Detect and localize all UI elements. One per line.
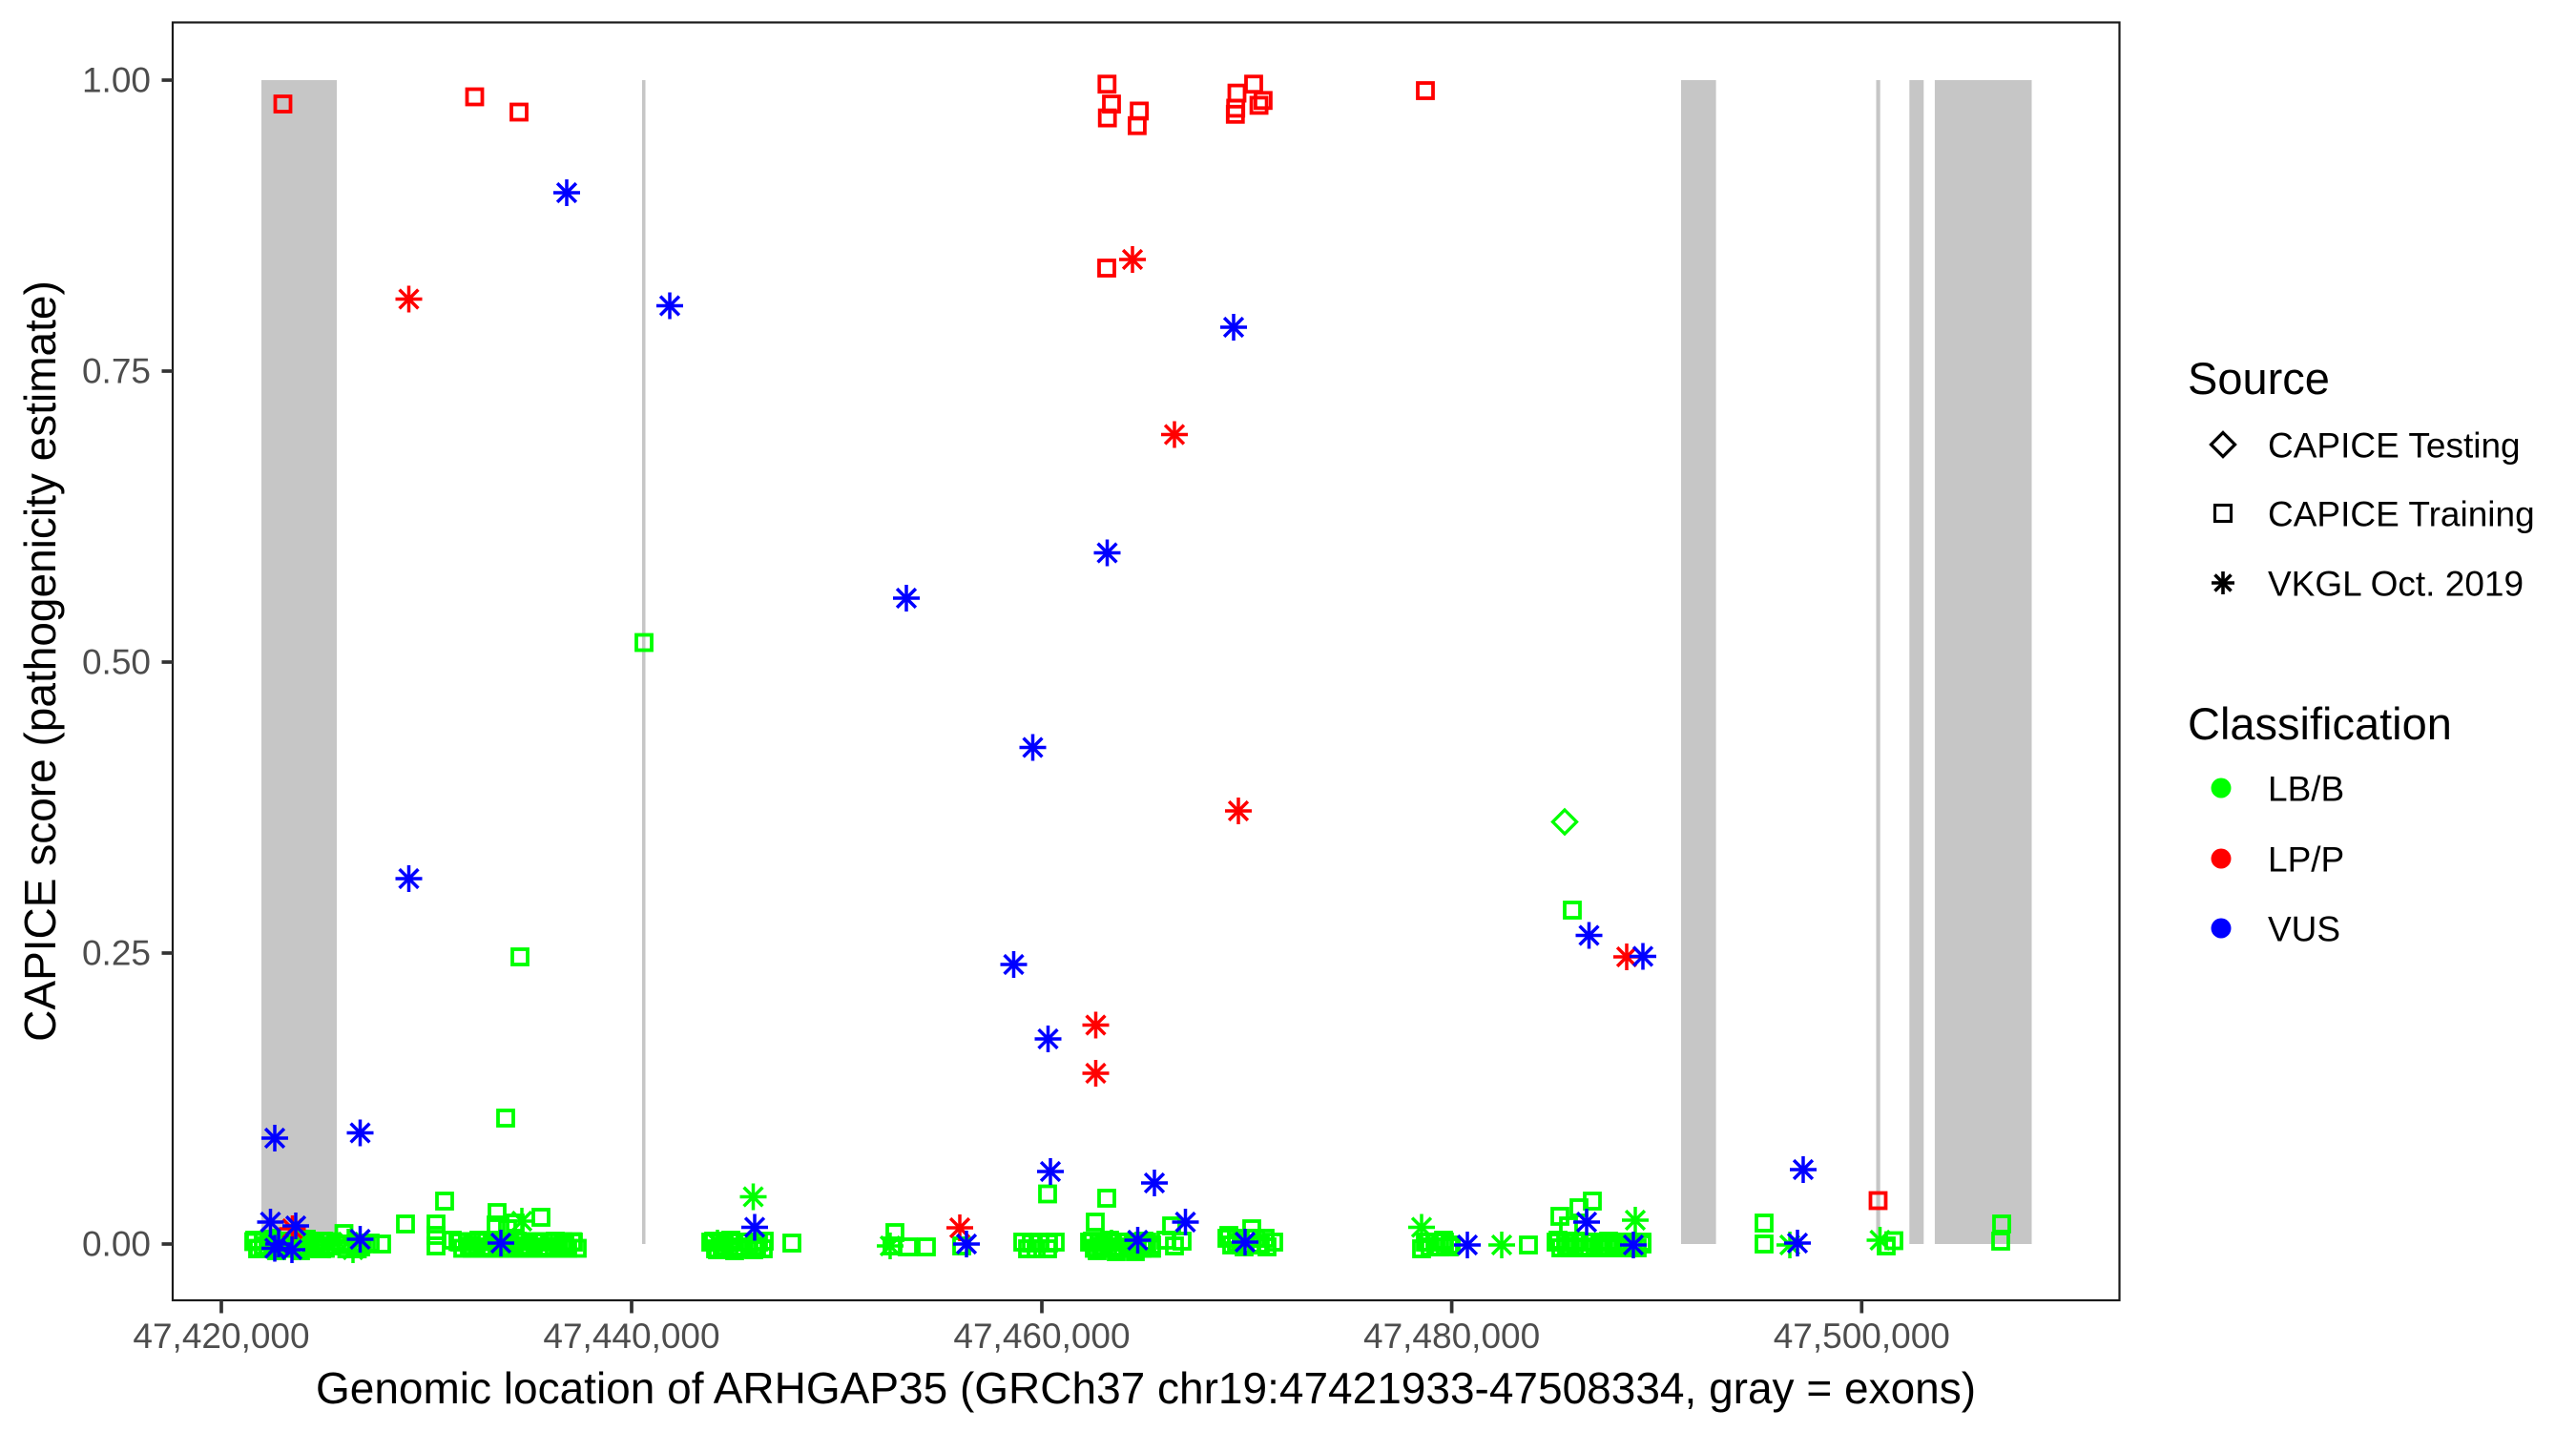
svg-text:CAPICE Testing: CAPICE Testing: [2268, 426, 2521, 466]
svg-text:0.50: 0.50: [82, 643, 151, 682]
svg-text:47,420,000: 47,420,000: [133, 1317, 309, 1356]
svg-text:Genomic location of ARHGAP35 (: Genomic location of ARHGAP35 (GRCh37 chr…: [316, 1363, 1976, 1413]
svg-text:LP/P: LP/P: [2268, 840, 2344, 880]
svg-text:47,480,000: 47,480,000: [1363, 1317, 1540, 1356]
svg-text:Source: Source: [2188, 353, 2330, 404]
svg-text:0.00: 0.00: [82, 1225, 151, 1264]
svg-text:LB/B: LB/B: [2268, 770, 2344, 809]
svg-text:47,460,000: 47,460,000: [953, 1317, 1130, 1356]
svg-text:47,500,000: 47,500,000: [1774, 1317, 1950, 1356]
svg-text:VKGL Oct. 2019: VKGL Oct. 2019: [2268, 565, 2524, 604]
svg-text:VUS: VUS: [2268, 910, 2340, 949]
svg-text:CAPICE Training: CAPICE Training: [2268, 495, 2535, 534]
svg-text:Classification: Classification: [2188, 698, 2452, 749]
svg-text:0.25: 0.25: [82, 934, 151, 973]
svg-text:CAPICE score (pathogenicity es: CAPICE score (pathogenicity estimate): [15, 280, 65, 1042]
svg-text:47,440,000: 47,440,000: [543, 1317, 719, 1356]
svg-text:0.75: 0.75: [82, 352, 151, 391]
svg-text:1.00: 1.00: [82, 61, 151, 100]
